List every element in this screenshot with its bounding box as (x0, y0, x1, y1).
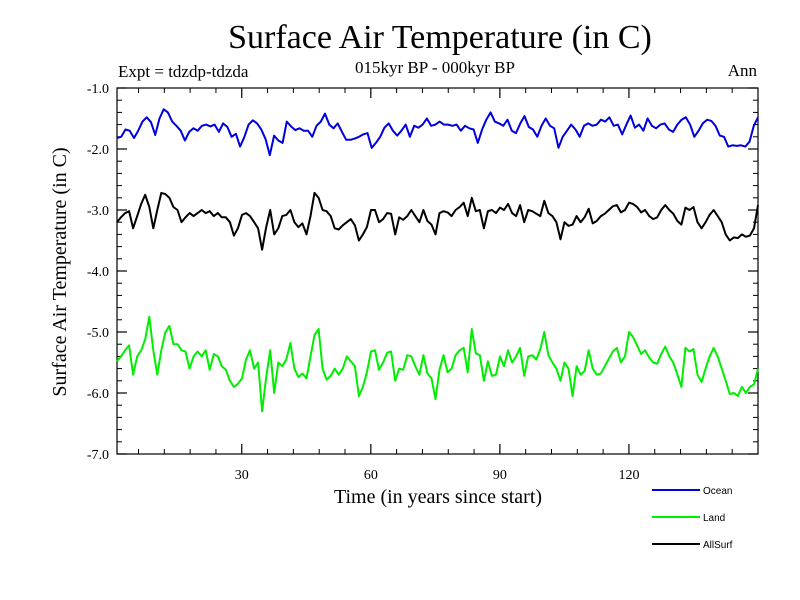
data-series (116, 108, 759, 413)
experiment-label: Expt = tdzdp-tdzda (118, 62, 249, 81)
y-tick-label: -2.0 (87, 143, 109, 158)
y-axis-label: Surface Air Temperature (in C) (49, 147, 71, 396)
tick-labels: -1.0 -2.0 -3.0 -4.0 -5.0 -6.0 -7.0 30 60 90 120 (87, 82, 640, 483)
axis-ticks (117, 87, 758, 455)
x-tick-label: 30 (235, 468, 249, 483)
plot-frame (116, 87, 759, 455)
x-axis-label: Time (in years since start) (334, 486, 542, 508)
legend-label-ocean: Ocean (703, 486, 732, 497)
y-tick-label: -6.0 (87, 387, 109, 402)
chart-title: Surface Air Temperature (in C) (228, 19, 652, 56)
x-tick-label: 120 (618, 468, 639, 483)
y-tick-label: -7.0 (87, 448, 109, 463)
legend-label-allsurf: AllSurf (703, 540, 733, 551)
y-tick-label: -4.0 (87, 265, 109, 280)
chart-subtitle: 015kyr BP - 000kyr BP (355, 58, 515, 77)
y-tick-label: -5.0 (87, 326, 109, 341)
series-line-land (116, 315, 759, 413)
x-tick-label: 90 (493, 468, 507, 483)
series-line-allsurf (116, 191, 759, 251)
x-tick-label: 60 (364, 468, 378, 483)
plot-area (116, 87, 759, 455)
y-tick-label: -1.0 (87, 82, 109, 97)
series-line-ocean (116, 108, 759, 157)
y-tick-label: -3.0 (87, 204, 109, 219)
legend: Ocean Land AllSurf (652, 486, 733, 551)
season-label: Ann (728, 61, 758, 80)
legend-label-land: Land (703, 513, 725, 524)
